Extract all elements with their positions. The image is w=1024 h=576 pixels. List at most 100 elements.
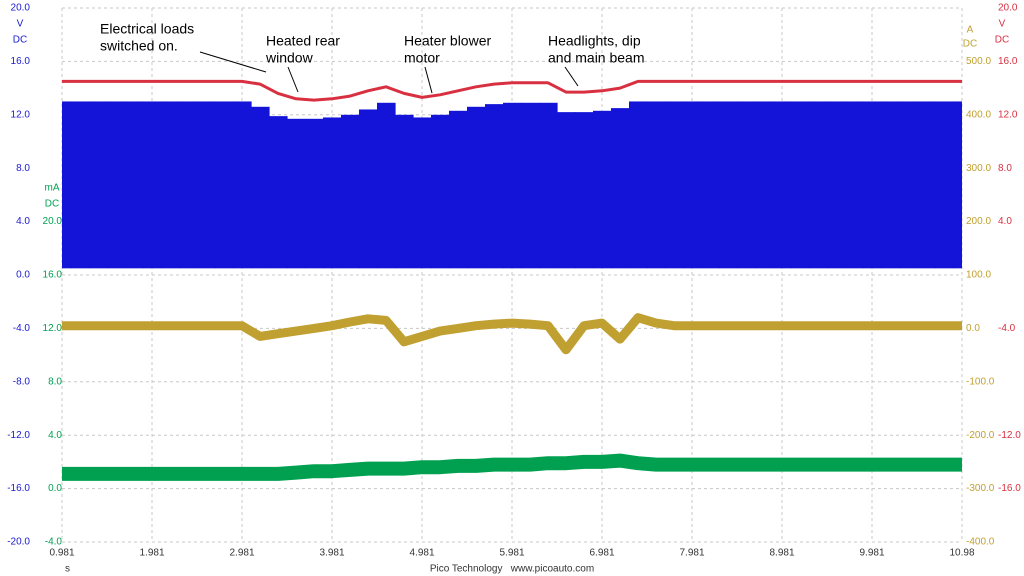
axis-unit: DC <box>963 39 977 50</box>
trace-band <box>935 101 954 269</box>
trace-band <box>665 101 684 269</box>
y-tick-label: 0.0 <box>966 323 980 334</box>
trace-band <box>827 101 846 269</box>
annotation: Electrical loads <box>100 21 194 37</box>
y-tick-label: 0.0 <box>16 270 30 281</box>
y-tick-label: 16.0 <box>998 56 1018 67</box>
x-unit: s <box>65 564 70 575</box>
y-tick-label: -400.0 <box>966 537 995 548</box>
y-tick-label: 200.0 <box>966 216 991 227</box>
traces <box>62 79 962 481</box>
y-tick-label: -12.0 <box>7 430 30 441</box>
x-tick-label: 4.981 <box>409 548 434 559</box>
y-tick-label: 4.0 <box>48 430 62 441</box>
trace-band <box>611 108 630 269</box>
trace-band <box>701 101 720 269</box>
annotation-leader <box>199 51 267 73</box>
trace-band <box>161 101 180 269</box>
y-tick-label: -4.0 <box>998 323 1016 334</box>
trace-band <box>215 101 234 269</box>
trace-band <box>485 104 504 269</box>
y-tick-label: -16.0 <box>7 483 30 494</box>
y-tick-label: 4.0 <box>998 216 1012 227</box>
axis-unit: A <box>967 25 974 36</box>
trace-band <box>233 101 252 269</box>
trace-band <box>323 117 342 269</box>
trace-band <box>881 101 900 269</box>
y-tick-label: 20.0 <box>11 3 31 14</box>
trace-line <box>62 79 962 102</box>
trace-band <box>197 101 216 269</box>
y-tick-label: -200.0 <box>966 430 995 441</box>
y-tick-label: 8.0 <box>16 163 30 174</box>
trace-band <box>953 101 962 269</box>
trace-band <box>683 101 702 269</box>
y-tick-label: -8.0 <box>13 376 31 387</box>
trace-band <box>899 101 918 269</box>
annotation: and main beam <box>548 50 645 66</box>
trace-band <box>503 102 522 269</box>
trace-band <box>557 112 576 269</box>
trace-band <box>359 109 378 269</box>
y-tick-label: 16.0 <box>11 56 31 67</box>
x-tick-label: 7.981 <box>679 548 704 559</box>
trace-band <box>719 101 738 269</box>
trace-band <box>251 106 270 269</box>
y-tick-label: 12.0 <box>11 109 31 120</box>
y-tick-label: 20.0 <box>43 216 63 227</box>
annotation-leader <box>287 66 299 93</box>
y-tick-label: -20.0 <box>7 537 30 548</box>
y-tick-label: 4.0 <box>16 216 30 227</box>
trace-band <box>431 114 450 269</box>
y-tick-label: 8.0 <box>48 376 62 387</box>
x-tick-label: 8.981 <box>769 548 794 559</box>
x-tick-label: 3.981 <box>319 548 344 559</box>
x-tick-label: 6.981 <box>589 548 614 559</box>
x-tick-label: 1.981 <box>139 548 164 559</box>
trace-band <box>287 118 306 269</box>
axis-unit: DC <box>13 35 27 46</box>
trace-band <box>341 114 360 269</box>
y-tick-label: 16.0 <box>43 270 63 281</box>
y-tick-label: -4.0 <box>13 323 31 334</box>
trace-band <box>89 101 108 269</box>
trace-band <box>629 101 648 269</box>
x-tick-label: 10.98 <box>949 548 974 559</box>
y-tick-label: 300.0 <box>966 163 991 174</box>
trace-band <box>269 116 288 269</box>
x-tick-label: 0.981 <box>49 548 74 559</box>
trace-band <box>71 101 90 269</box>
y-tick-label: 0.0 <box>48 483 62 494</box>
trace-band <box>845 101 864 269</box>
x-tick-label: 5.981 <box>499 548 524 559</box>
annotation: motor <box>404 50 440 66</box>
annotation: window <box>265 50 314 66</box>
trace-band <box>107 101 126 269</box>
trace-band <box>773 101 792 269</box>
annotation-leader <box>424 66 433 94</box>
trace-line <box>62 453 962 481</box>
y-tick-label: 100.0 <box>966 270 991 281</box>
annotation: Heater blower <box>404 33 491 49</box>
trace-band <box>62 101 72 269</box>
y-tick-label: -12.0 <box>998 430 1021 441</box>
axis-unit: mA <box>45 183 60 194</box>
trace-band <box>593 110 612 269</box>
trace-band <box>737 101 756 269</box>
trace-line <box>62 313 962 355</box>
trace-band <box>863 101 882 269</box>
x-tick-label: 2.981 <box>229 548 254 559</box>
footer: Pico Technology www.picoauto.com <box>430 564 594 575</box>
trace-band <box>575 112 594 269</box>
trace-band <box>521 102 540 269</box>
y-tick-label: 500.0 <box>966 56 991 67</box>
trace-band <box>125 101 144 269</box>
trace-band <box>539 102 558 269</box>
trace-band <box>395 114 414 269</box>
y-tick-label: 8.0 <box>998 163 1012 174</box>
trace-band <box>449 110 468 269</box>
annotation: Heated rear <box>266 33 340 49</box>
axis-unit: DC <box>45 199 59 210</box>
trace-band <box>755 101 774 269</box>
